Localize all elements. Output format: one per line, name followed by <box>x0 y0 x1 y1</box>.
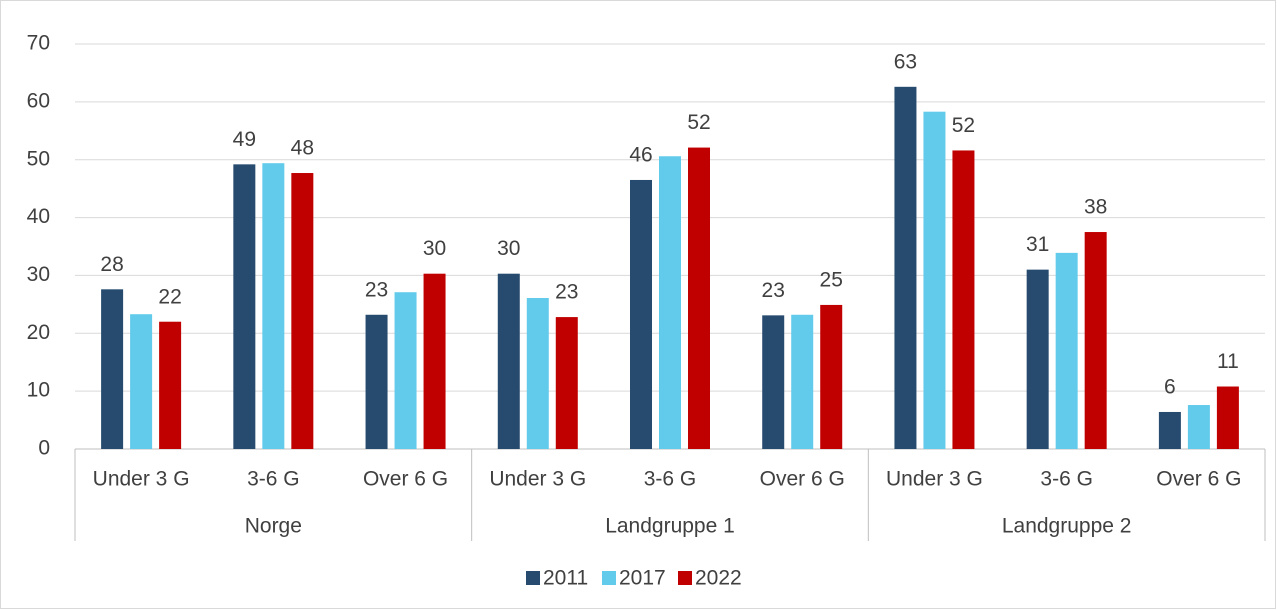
bar <box>791 314 814 449</box>
bar <box>820 304 843 449</box>
bar <box>130 314 153 449</box>
value-label: 22 <box>158 285 181 308</box>
bar <box>952 150 975 449</box>
bar <box>1084 232 1107 449</box>
bar <box>1055 252 1078 449</box>
value-label: 11 <box>1217 350 1239 373</box>
value-label: 30 <box>423 237 446 260</box>
value-label: 25 <box>820 268 843 291</box>
group-label: Norge <box>245 515 302 538</box>
bar <box>1026 269 1049 449</box>
bar <box>101 289 124 449</box>
bar <box>233 164 256 450</box>
bar <box>555 317 578 449</box>
y-tick-label: 30 <box>27 263 50 286</box>
value-label: 30 <box>497 237 520 260</box>
bar <box>423 273 446 449</box>
value-label: 23 <box>365 278 388 301</box>
legend-swatch <box>526 571 540 585</box>
x-tick-label: 3-6 G <box>1040 468 1093 491</box>
bar <box>526 297 549 449</box>
y-tick-label: 10 <box>27 379 50 402</box>
x-tick-label: Under 3 G <box>886 468 983 491</box>
value-label: 46 <box>629 144 652 167</box>
value-label: 52 <box>952 114 975 137</box>
value-label: 28 <box>100 253 123 276</box>
value-label: 23 <box>555 281 578 304</box>
bar <box>497 273 520 449</box>
y-tick-label: 70 <box>27 32 50 55</box>
bar <box>923 111 946 449</box>
value-label: 52 <box>687 111 710 134</box>
value-label: 48 <box>291 137 314 160</box>
value-label: 31 <box>1026 233 1049 256</box>
bar <box>262 163 285 449</box>
value-label: 6 <box>1164 376 1176 399</box>
x-tick-label: Over 6 G <box>363 468 448 491</box>
x-tick-label: Over 6 G <box>760 468 845 491</box>
y-tick-label: 60 <box>27 89 50 112</box>
bar <box>394 292 417 449</box>
x-tick-label: Under 3 G <box>489 468 586 491</box>
x-tick-label: Under 3 G <box>93 468 190 491</box>
x-tick-label: 3-6 G <box>247 468 300 491</box>
bar <box>159 321 182 449</box>
legend-swatch <box>678 571 692 585</box>
bar <box>1158 411 1181 449</box>
value-label: 23 <box>762 279 785 302</box>
legend-swatch <box>602 571 616 585</box>
value-label: 49 <box>233 128 256 151</box>
y-tick-label: 40 <box>27 205 50 228</box>
legend-label: 2011 <box>543 567 588 590</box>
legend-label: 2022 <box>695 567 742 590</box>
bar <box>688 147 710 450</box>
value-label: 38 <box>1084 196 1107 219</box>
x-tick-label: Over 6 G <box>1156 468 1241 491</box>
bar <box>1187 405 1210 449</box>
legend-label: 2017 <box>619 567 666 590</box>
bar <box>291 173 314 449</box>
group-label: Landgruppe 1 <box>605 515 735 538</box>
x-tick-label: 3-6 G <box>644 468 697 491</box>
y-tick-label: 50 <box>27 147 50 170</box>
y-tick-label: 0 <box>38 437 50 460</box>
bar <box>1216 386 1239 449</box>
value-label: 63 <box>894 50 917 73</box>
bar <box>630 179 652 449</box>
bar <box>894 86 917 450</box>
bar <box>659 156 681 449</box>
bar <box>762 315 785 449</box>
group-label: Landgruppe 2 <box>1002 515 1132 538</box>
y-tick-label: 20 <box>27 321 50 344</box>
bar <box>365 314 388 449</box>
